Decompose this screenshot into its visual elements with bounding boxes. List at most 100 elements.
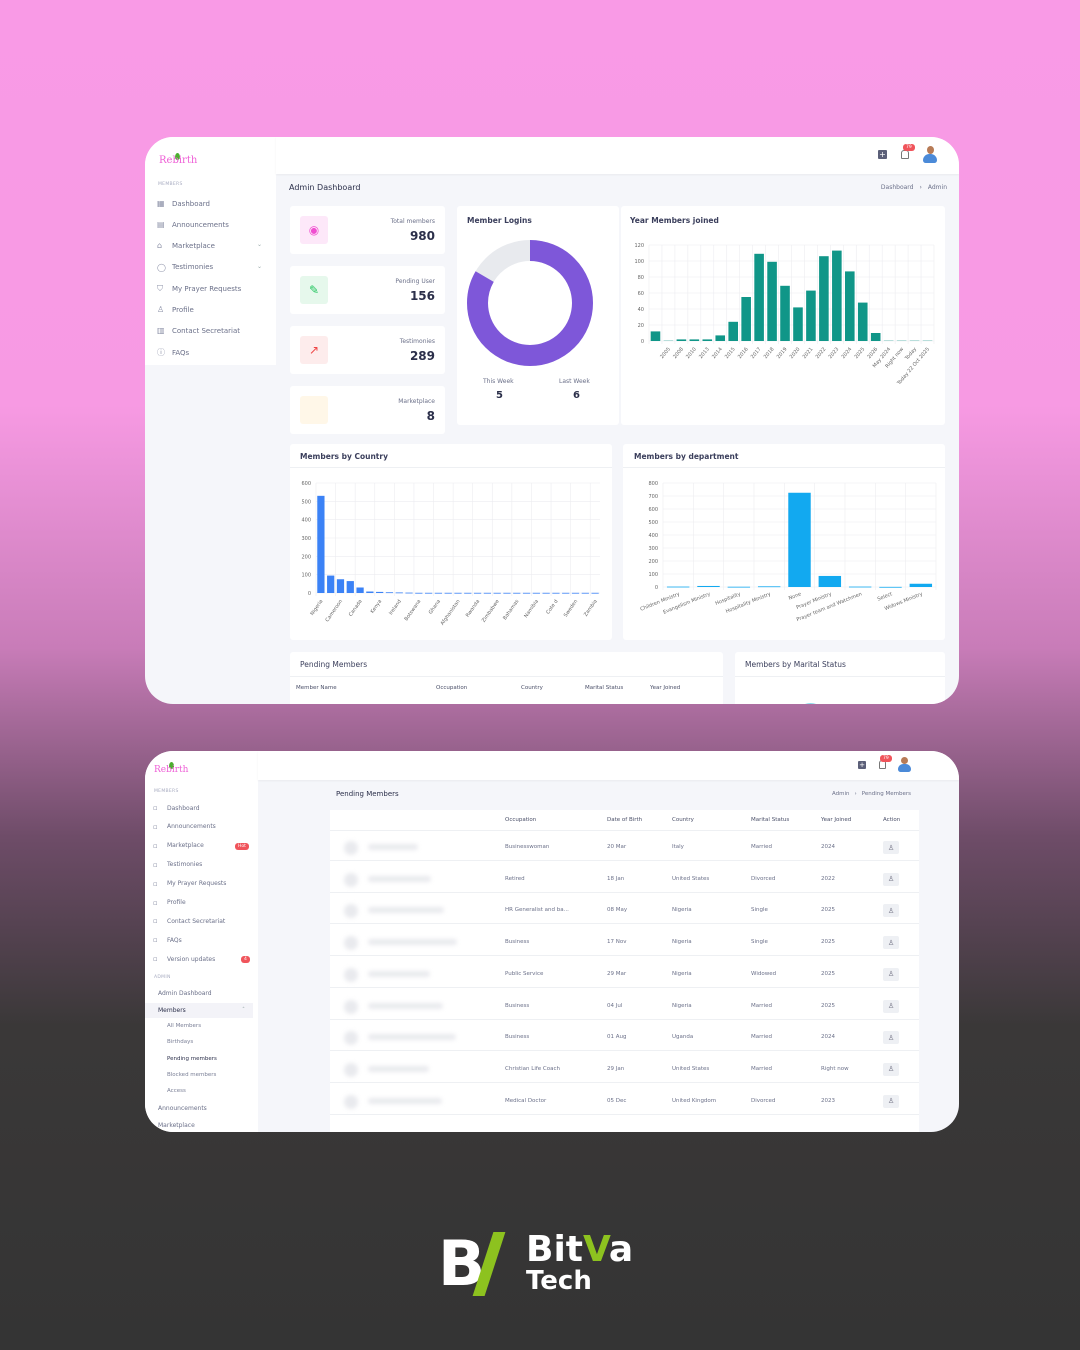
sidebar-item-contact-secretariat[interactable]: ▫ Contact Secretariat (153, 917, 225, 925)
bar[interactable] (395, 592, 403, 594)
sidebar-item-dashboard[interactable]: ▫ Dashboard (153, 804, 200, 812)
bar[interactable] (909, 583, 933, 587)
bell-icon[interactable] (901, 150, 909, 159)
column-header[interactable]: Occupation (436, 685, 468, 691)
bar[interactable] (483, 592, 492, 594)
view-user-button[interactable]: ♙ (883, 999, 899, 1013)
members-subitem[interactable]: Birthdays (167, 1039, 194, 1046)
bar[interactable] (503, 592, 511, 594)
stat-card-testimonies[interactable]: ↗ Testimonies 289 (290, 326, 445, 374)
bar[interactable] (757, 586, 781, 588)
bar[interactable] (741, 297, 751, 341)
bar[interactable] (879, 586, 902, 588)
stat-card-pending-user[interactable]: ✎ Pending User 156 (290, 266, 445, 314)
view-user-button[interactable]: ♙ (883, 967, 899, 981)
sidebar-item-profile[interactable]: ♙ Profile (157, 305, 194, 314)
bar[interactable] (793, 307, 803, 341)
column-header[interactable]: Year Joined (821, 817, 852, 823)
sidebar-item-testimonies[interactable]: ▫ Testimonies (153, 861, 202, 869)
bar[interactable] (562, 592, 570, 594)
bar[interactable] (434, 592, 443, 594)
bar[interactable] (896, 340, 907, 341)
members-subitem[interactable]: All Members (167, 1023, 202, 1029)
sidebar-item-faqs[interactable]: ⓘ FAQs (157, 347, 189, 358)
logo[interactable]: Rebirth (159, 155, 198, 166)
bar[interactable] (336, 579, 345, 593)
sidebar-item-testimonies[interactable]: ◯ Testimonies (157, 263, 213, 272)
bar[interactable] (767, 261, 777, 341)
bar[interactable] (542, 592, 550, 594)
bar[interactable] (663, 340, 674, 341)
sidebar-item-announcements[interactable]: ▫ Announcements (153, 823, 216, 831)
bar[interactable] (464, 592, 472, 594)
bar[interactable] (346, 581, 354, 593)
column-header[interactable]: Action (883, 817, 901, 823)
admin-item[interactable]: Announcements (158, 1105, 207, 1112)
view-user-button[interactable]: ♙ (883, 1031, 899, 1045)
bar[interactable] (754, 253, 764, 341)
sidebar-item-announcements[interactable]: ▤ Announcements (157, 220, 229, 229)
bar[interactable] (922, 340, 933, 341)
chevron-down-icon[interactable]: ⌄ (257, 262, 263, 270)
bar[interactable] (356, 587, 364, 594)
column-header[interactable]: Member Name (296, 685, 337, 691)
add-icon[interactable]: + (878, 150, 887, 159)
bar[interactable] (493, 592, 501, 594)
sidebar-item-marketplace[interactable]: ⌂ Marketplace (157, 241, 215, 250)
view-user-button[interactable]: ♙ (883, 936, 899, 950)
bar[interactable] (715, 335, 726, 341)
admin-item[interactable]: Admin Dashboard (158, 990, 212, 997)
members-subitem[interactable]: Pending members (167, 1055, 217, 1062)
bar[interactable] (581, 592, 589, 594)
bar[interactable] (522, 592, 531, 594)
bar[interactable] (883, 340, 894, 341)
column-header[interactable]: Year Joined (650, 685, 681, 691)
stat-card-marketplace[interactable]: Marketplace 8 (290, 386, 445, 434)
column-header[interactable]: Marital Status (751, 817, 790, 823)
bar[interactable] (909, 340, 920, 341)
view-user-button[interactable]: ♙ (883, 1094, 899, 1108)
view-user-button[interactable]: ♙ (883, 841, 899, 854)
members-subitem[interactable]: Access (167, 1088, 186, 1095)
column-header[interactable]: Country (521, 685, 543, 691)
bar[interactable] (376, 591, 384, 593)
column-header[interactable]: Marital Status (585, 685, 624, 691)
bar[interactable] (532, 592, 540, 594)
bar[interactable] (405, 592, 413, 594)
view-user-button[interactable]: ♙ (883, 1062, 899, 1076)
column-header[interactable]: Occupation (505, 817, 537, 823)
logo[interactable]: Rebirth (154, 765, 189, 775)
bar[interactable] (697, 585, 720, 587)
avatar[interactable] (898, 757, 911, 772)
sidebar-item-dashboard[interactable]: ▦ Dashboard (157, 199, 210, 208)
breadcrumb-dashboard[interactable]: Dashboard (880, 184, 914, 191)
bar[interactable] (454, 592, 462, 594)
avatar[interactable] (923, 146, 937, 163)
sidebar-item-profile[interactable]: ▫ Profile (153, 899, 186, 907)
bar[interactable] (845, 271, 855, 341)
bar[interactable] (327, 575, 335, 593)
bar[interactable] (444, 592, 452, 594)
chevron-up-icon[interactable]: ˆ (242, 1007, 245, 1014)
bar[interactable] (650, 331, 661, 341)
bar[interactable] (666, 586, 690, 588)
bar[interactable] (848, 586, 872, 588)
bar[interactable] (818, 575, 842, 587)
column-header[interactable]: Date of Birth (607, 817, 643, 823)
add-icon[interactable]: + (858, 761, 866, 769)
bar[interactable] (788, 492, 811, 587)
bar[interactable] (780, 285, 790, 341)
bar[interactable] (591, 592, 599, 594)
bar[interactable] (727, 586, 751, 588)
bar[interactable] (424, 592, 433, 594)
bar[interactable] (702, 339, 713, 341)
bar[interactable] (832, 250, 842, 341)
bar[interactable] (552, 592, 560, 594)
view-user-button[interactable]: ♙ (883, 904, 899, 918)
sidebar-item-contact-secretariat[interactable]: ▥ Contact Secretariat (157, 326, 240, 335)
view-user-button[interactable]: ♙ (883, 872, 899, 886)
bar[interactable] (571, 592, 580, 594)
stat-card-total-members[interactable]: ◉ Total members 980 (290, 206, 445, 254)
sidebar-item-marketplace[interactable]: ▫ Marketplace (153, 842, 204, 850)
bar[interactable] (728, 321, 738, 341)
